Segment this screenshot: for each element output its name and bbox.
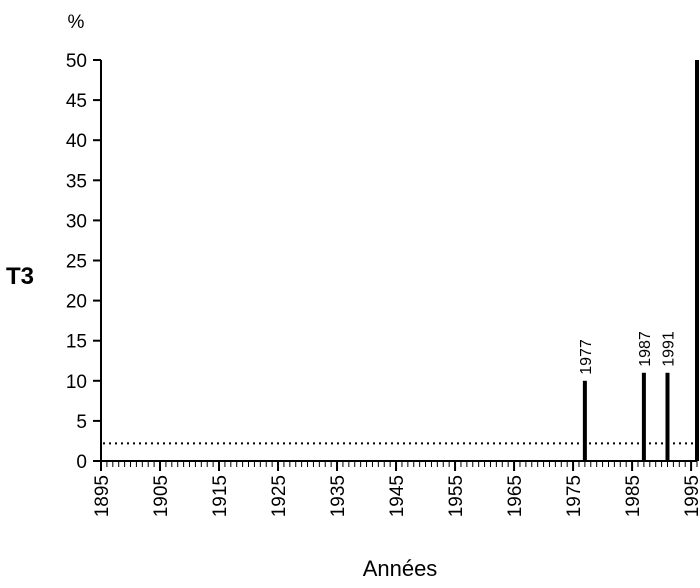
y-tick-label: 20 xyxy=(66,292,87,313)
y-tick-label: 0 xyxy=(76,452,87,473)
series-label: T3 xyxy=(6,263,34,290)
x-tick-label: 1915 xyxy=(210,475,231,517)
x-tick-label: 1965 xyxy=(505,475,526,517)
bar xyxy=(695,60,699,461)
x-tick-label: 1955 xyxy=(446,475,467,517)
bars: 1977 1987 1991 xyxy=(578,60,699,461)
x-tick-label: 1925 xyxy=(269,475,290,517)
bar-label: 1977 xyxy=(578,339,595,375)
y-unit-label: % xyxy=(68,12,85,33)
y-tick-label: 35 xyxy=(66,171,87,192)
y-tick-label: 5 xyxy=(76,412,87,433)
y-tick-label: 10 xyxy=(66,372,87,393)
y-tick-label: 15 xyxy=(66,332,87,353)
x-ticks: 1895 1905 1915 1925 1935 1945 1955 1965 1975 1985… xyxy=(92,461,700,517)
y-ticks: 0 5 10 15 20 25 30 35 40 45 50 xyxy=(66,51,101,473)
y-tick-label: 25 xyxy=(66,252,87,273)
bar xyxy=(665,372,670,461)
x-tick-label: 1945 xyxy=(387,475,408,517)
y-tick-label: 40 xyxy=(66,131,87,152)
x-tick-label: 1995 xyxy=(682,475,700,517)
bar xyxy=(641,372,646,461)
x-axis-title: Années xyxy=(363,556,438,581)
bar-label: 1987 xyxy=(637,331,654,367)
bar xyxy=(582,380,587,461)
y-tick-label: 30 xyxy=(66,211,87,232)
y-tick-label: 50 xyxy=(66,51,87,72)
x-tick-label: 1895 xyxy=(92,475,113,517)
x-tick-label: 1985 xyxy=(623,475,644,517)
x-tick-label: 1975 xyxy=(564,475,585,517)
bar-label: 1991 xyxy=(660,331,677,367)
x-tick-label: 1935 xyxy=(328,475,349,517)
y-tick-label: 45 xyxy=(66,91,87,112)
x-tick-label: 1905 xyxy=(151,475,172,517)
